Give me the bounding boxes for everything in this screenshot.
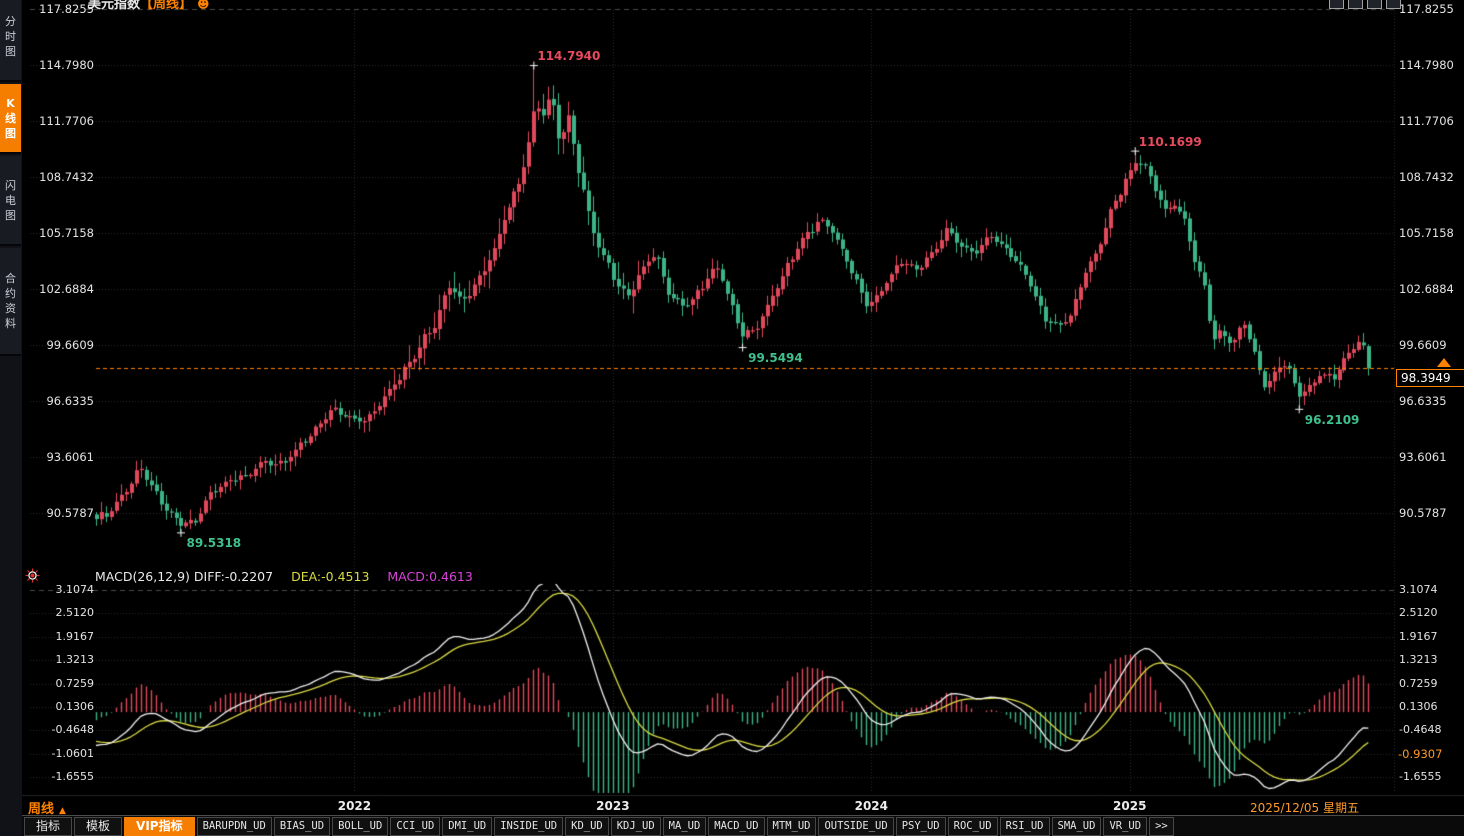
indicator-sma_ud[interactable]: SMA_UD [1051, 817, 1102, 836]
indicator-kdj_ud[interactable]: KDJ_UD [610, 817, 661, 836]
year-label-2024: 2024 [854, 799, 889, 813]
price-axis-label-right: 105.7158 [1399, 226, 1454, 240]
macd-axis-label-left: -1.6555 [51, 770, 94, 783]
macd-axis-label-right: 0.1306 [1399, 699, 1438, 713]
current-price-box: 98.3949 [1396, 369, 1464, 387]
price-annotation-high: 114.7940 [537, 49, 601, 64]
macd-axis-label-right: 1.3213 [1399, 653, 1438, 667]
macd-axis-label-left: 1.9167 [55, 629, 95, 643]
macd-axis-label-right: -0.4648 [1399, 723, 1442, 737]
year-label-2023: 2023 [596, 799, 630, 813]
price-annotation-high: 110.1699 [1138, 134, 1202, 149]
sidebar-item-1[interactable]: K 线 图 [0, 84, 21, 154]
year-label-2022: 2022 [337, 799, 372, 813]
price-axis-label-left: 99.6609 [46, 338, 94, 352]
indicator-dmi_ud[interactable]: DMI_UD [442, 817, 493, 836]
price-annotation-low: 99.5494 [748, 351, 803, 366]
macd-axis-label-right: 0.7259 [1399, 676, 1438, 690]
toolbar-tab-1[interactable]: 模板 [74, 817, 123, 836]
price-axis-label-right: 111.7706 [1399, 114, 1454, 128]
toolbar-tab-0[interactable]: 指标 [24, 817, 73, 836]
sidebar-item-0[interactable]: 分 时 图 [0, 0, 21, 82]
macd-axis-label-left: 1.3213 [55, 653, 95, 667]
price-axis-label-right: 114.7980 [1399, 58, 1454, 72]
macd-axis-label-left: 2.5120 [55, 606, 95, 620]
close-icon[interactable] [1386, 0, 1401, 9]
price-axis-label-left: 111.7706 [39, 114, 94, 128]
price-axis-label-left: 102.6884 [39, 282, 94, 296]
year-label-2025: 2025 [1113, 799, 1147, 813]
price-arrow-icon [1437, 358, 1451, 367]
macd-axis-label-right: 2.5120 [1399, 606, 1438, 620]
indicator-boll_ud[interactable]: BOLL_UD [332, 817, 389, 836]
chart-title: 美元指数【周线】 ☻ [88, 0, 210, 12]
indicator-roc_ud[interactable]: ROC_UD [947, 817, 998, 836]
price-axis-label-left: 105.7158 [39, 226, 94, 240]
price-axis-label-left: 93.6061 [46, 450, 94, 464]
pin-icon[interactable] [1329, 0, 1344, 9]
price-axis-label-left: 117.8255 [39, 2, 94, 16]
price-axis-label-left: 96.6335 [46, 394, 94, 408]
price-axis-label-right: 117.8255 [1399, 2, 1454, 16]
indicator-barupdn_ud[interactable]: BARUPDN_UD [196, 817, 272, 836]
indicator-bias_ud[interactable]: BIAS_UD [273, 817, 331, 836]
toolbar-tab-2[interactable]: VIP指标 [124, 817, 195, 836]
current-price: 98.3949 [1401, 371, 1451, 385]
macd-axis-label-right: 3.1074 [1399, 583, 1438, 596]
symbol-name: 美元指数 [88, 0, 141, 12]
triangle-up-icon: ▲ [59, 806, 66, 816]
last-date-label: 2025/12/05 星期五 [1250, 801, 1359, 815]
price-axis-label-right: 96.6335 [1399, 394, 1447, 408]
price-annotation-low: 96.2109 [1304, 412, 1360, 427]
smiley-icon[interactable]: ☻ [197, 0, 210, 11]
restore-icon[interactable] [1367, 0, 1382, 9]
indicator-psy_ud[interactable]: PSY_UD [895, 817, 946, 836]
indicator-toolbar: 指标 模板 VIP指标 BARUPDN_UD BIAS_UD BOLL_UD CCI_UD D… [22, 815, 1464, 836]
macd-macd-value: MACD:0.4613 [387, 569, 473, 584]
sidebar-item-2[interactable]: 闪 电 图 [0, 156, 21, 246]
macd-axis-label-left: 0.7259 [55, 676, 95, 690]
price-axis-label-right: 93.6061 [1399, 450, 1447, 464]
macd-axis-label-left: 0.1306 [55, 699, 95, 713]
sidebar-item-3[interactable]: 合 约 资 料 [0, 248, 21, 356]
macd-axis-label-left: -1.0601 [51, 746, 94, 760]
price-annotation-low: 89.5318 [186, 536, 242, 551]
macd-indicator-header: MACD(26,12,9) DIFF:-0.2207 DEA:-0.4513 M… [95, 569, 473, 584]
price-axis-label-right: 102.6884 [1399, 282, 1454, 296]
price-axis-label-left: 108.7432 [39, 170, 94, 184]
indicator-inside_ud[interactable]: INSIDE_UD [494, 817, 564, 836]
price-axis-label-right: 90.5787 [1399, 506, 1447, 520]
macd-formula: MACD(26,12,9) DIFF:-0.2207 [95, 569, 274, 584]
indicator-macd_ud[interactable]: MACD_UD [708, 817, 765, 836]
macd-axis-label-right: 1.9167 [1399, 629, 1438, 643]
price-axis-label-left: 114.7980 [39, 58, 94, 72]
period-tag: 【周线】 [140, 0, 193, 12]
period-selector[interactable]: 周线 ▲ [28, 802, 66, 817]
indicator-ma_ud[interactable]: MA_UD [662, 817, 707, 836]
indicator-mtm_ud[interactable]: MTM_UD [766, 817, 817, 836]
macd-alert-icon[interactable] [25, 568, 40, 583]
price-axis-label-right: 108.7432 [1399, 170, 1454, 184]
minimize-icon[interactable] [1348, 0, 1363, 9]
macd-axis-label-right: -1.6555 [1399, 770, 1442, 783]
indicator-cci_ud[interactable]: CCI_UD [390, 817, 441, 836]
price-axis-label-left: 90.5787 [46, 506, 94, 520]
macd-current-value: -0.9307 [1398, 747, 1460, 762]
price-axis-label-right: 99.6609 [1399, 338, 1447, 352]
toolbar-more-button[interactable]: >> [1149, 817, 1174, 836]
macd-axis-label-left: 3.1074 [55, 583, 95, 596]
macd-dea-value: DEA:-0.4513 [291, 569, 370, 584]
indicator-rsi_ud[interactable]: RSI_UD [999, 817, 1050, 836]
indicator-outside_ud[interactable]: OUTSIDE_UD [818, 817, 894, 836]
indicator-vr_ud[interactable]: VR_UD [1103, 817, 1148, 836]
macd-axis-label-left: -0.4648 [51, 723, 94, 737]
indicator-kd_ud[interactable]: KD_UD [565, 817, 609, 836]
